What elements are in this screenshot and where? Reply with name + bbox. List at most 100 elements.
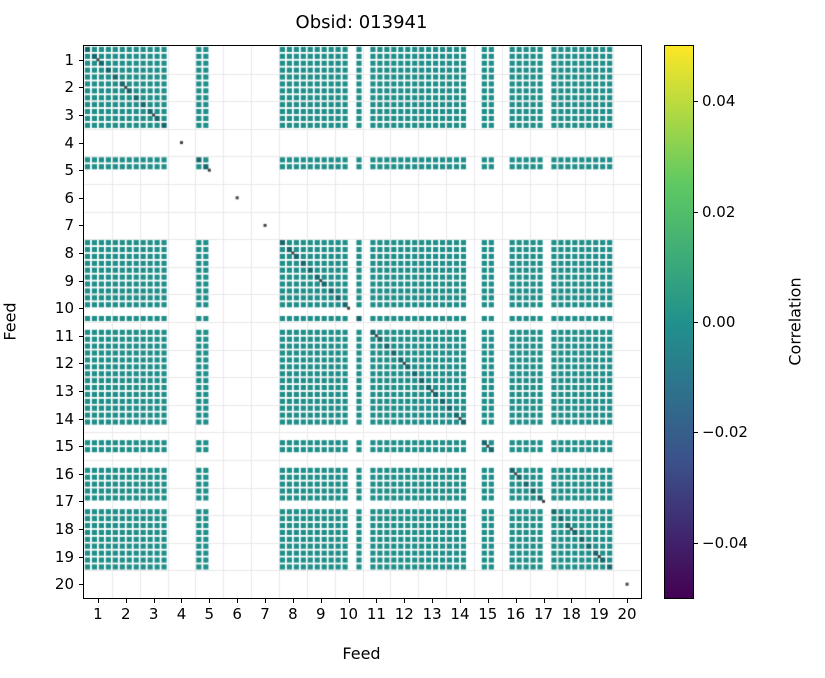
colorbar-tick-mark	[694, 432, 698, 434]
y-tick-label: 2	[64, 78, 74, 97]
colorbar-tick-label: 0.00	[702, 313, 736, 331]
colorbar-tick-label: 0.04	[702, 92, 736, 111]
x-tick-label: 18	[561, 605, 581, 623]
colorbar-tick-mark	[694, 542, 698, 544]
colorbar-label: Correlation	[785, 277, 805, 366]
y-tick-mark	[79, 473, 83, 475]
x-tick-mark	[459, 599, 461, 603]
y-tick-mark	[79, 253, 83, 254]
x-axis-ticks: 1 2 3 4 5 6 7 8 9 10 11 12 13 14 15 16 17 18 19 20	[83, 603, 642, 623]
x-tick-label: 14	[450, 605, 470, 623]
x-tick-label: 4	[176, 605, 187, 623]
x-tick-mark	[543, 599, 545, 603]
x-tick-label: 12	[394, 605, 414, 623]
y-tick-label: 18	[54, 520, 74, 538]
y-tick-mark	[79, 529, 83, 530]
y-tick-mark	[79, 280, 83, 282]
x-tick-mark	[376, 599, 378, 603]
x-tick-label: 8	[288, 605, 298, 623]
x-tick-label: 1	[93, 605, 103, 623]
y-tick-label: 16	[54, 464, 74, 483]
y-tick-label: 5	[64, 161, 74, 180]
y-tick-mark	[79, 115, 83, 116]
x-tick-mark	[627, 599, 629, 603]
x-tick-label: 17	[533, 605, 554, 623]
x-tick-label: 7	[260, 605, 270, 623]
y-tick-label: 9	[64, 271, 74, 290]
x-tick-mark	[487, 599, 489, 603]
y-tick-mark	[79, 556, 83, 558]
x-tick-label: 9	[315, 605, 326, 623]
y-tick-label: 7	[64, 216, 74, 235]
x-tick-label: 20	[617, 605, 637, 623]
x-tick-mark	[320, 599, 322, 603]
y-tick-mark	[79, 363, 83, 365]
colorbar-tick-label: 0.02	[702, 202, 736, 221]
y-tick-mark	[79, 501, 83, 503]
x-tick-mark	[237, 599, 239, 603]
colorbar-tick-label: −0.02	[702, 423, 748, 442]
y-axis-ticks: 1 2 3 4 5 6 7 8 9 10 11 12 13 14 15 16 17 18 19 20	[40, 45, 78, 599]
x-tick-label: 5	[204, 605, 215, 623]
x-tick-label: 19	[589, 605, 609, 623]
y-tick-label: 8	[64, 244, 74, 262]
x-tick-label: 15	[478, 605, 498, 623]
x-tick-mark	[181, 599, 183, 603]
chart-title: Obsid: 013941	[295, 12, 428, 33]
y-tick-mark	[79, 391, 83, 392]
colorbar-tick-mark	[694, 211, 698, 213]
heatmap-canvas	[84, 46, 641, 598]
x-tick-label: 10	[339, 605, 359, 623]
x-tick-label: 13	[422, 605, 442, 623]
x-tick-label: 3	[148, 605, 159, 623]
y-tick-mark	[79, 225, 83, 227]
y-tick-label: 1	[64, 50, 74, 69]
y-tick-label: 15	[54, 437, 74, 456]
heatmap-plot	[83, 45, 642, 599]
y-tick-label: 19	[54, 547, 74, 566]
x-tick-mark	[432, 599, 434, 603]
x-tick-mark	[515, 599, 517, 603]
x-tick-label: 16	[506, 605, 526, 623]
colorbar	[664, 45, 694, 599]
x-tick-mark	[153, 599, 155, 603]
y-tick-mark	[79, 335, 83, 337]
y-tick-mark	[79, 142, 83, 144]
colorbar-tick-mark	[694, 101, 698, 103]
y-tick-mark	[79, 308, 83, 310]
y-tick-mark	[79, 446, 83, 448]
y-tick-label: 17	[54, 492, 74, 511]
x-tick-mark	[265, 599, 267, 603]
x-tick-label: 11	[366, 605, 386, 623]
y-tick-label: 4	[64, 133, 74, 152]
x-axis-label: Feed	[342, 644, 381, 663]
y-tick-label: 3	[64, 106, 74, 124]
x-tick-mark	[125, 599, 127, 603]
colorbar-tick-mark	[694, 322, 698, 323]
y-tick-label: 12	[54, 354, 74, 373]
colorbar-tick-label: −0.04	[702, 533, 748, 552]
x-tick-mark	[348, 599, 350, 603]
x-tick-mark	[97, 599, 99, 603]
x-tick-mark	[209, 599, 211, 603]
y-axis-label: Feed	[0, 302, 20, 341]
y-tick-label: 6	[64, 188, 74, 207]
x-tick-label: 6	[232, 605, 242, 623]
y-tick-label: 20	[54, 575, 74, 594]
x-tick-mark	[599, 599, 601, 603]
y-tick-mark	[79, 197, 83, 199]
x-tick-label: 2	[120, 605, 131, 623]
y-tick-mark	[79, 418, 83, 420]
y-tick-label: 13	[54, 382, 74, 400]
y-tick-label: 14	[54, 409, 74, 428]
y-tick-mark	[79, 584, 83, 586]
x-tick-mark	[404, 599, 406, 603]
x-tick-mark	[292, 599, 294, 603]
y-tick-mark	[79, 87, 83, 89]
y-tick-label: 10	[54, 299, 74, 318]
y-tick-label: 11	[54, 326, 74, 345]
x-tick-mark	[571, 599, 573, 603]
y-tick-mark	[79, 170, 83, 172]
y-tick-mark	[79, 59, 83, 61]
